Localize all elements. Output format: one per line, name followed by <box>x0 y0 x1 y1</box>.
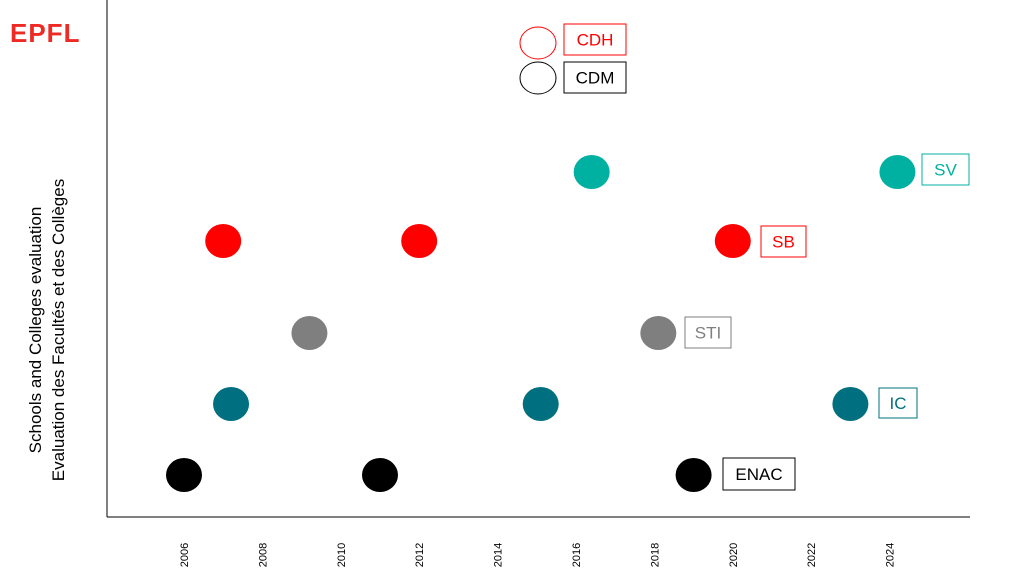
data-point-sb <box>205 224 242 258</box>
data-point-ic <box>213 387 250 421</box>
chart-axes <box>106 0 970 518</box>
series-label-ic: IC <box>890 394 907 413</box>
legend-label-cdh: CDH <box>577 31 614 50</box>
x-tick-label: 2014 <box>493 543 505 567</box>
series-labels: ENAC IC STI SB SV <box>684 153 970 491</box>
data-point-ic <box>522 387 559 421</box>
data-point-sv <box>879 155 916 189</box>
legend-marker-cdm <box>519 61 557 95</box>
series-label-sti: STI <box>695 324 721 343</box>
legend-label-box-cdm <box>563 61 627 94</box>
series-label-box-sb <box>760 225 807 258</box>
x-tick-label: 2008 <box>257 543 269 567</box>
series-label-box-sv <box>921 153 970 186</box>
series-label-box-ic <box>878 387 918 419</box>
x-tick-label: 2022 <box>806 543 818 567</box>
data-point-sv <box>573 155 610 189</box>
data-point-sti <box>640 316 677 350</box>
series-label-sb: SB <box>772 233 795 252</box>
data-point-enac <box>675 458 712 492</box>
data-point-sti <box>291 316 328 350</box>
x-tick-label: 2024 <box>885 543 897 567</box>
y-axis-label-english: Schools and Colleges evaluation <box>26 206 45 454</box>
y-axis-label-french: Evaluation des Facultés et des Collèges <box>49 178 68 482</box>
data-point-enac <box>362 458 398 492</box>
legend-label-box-cdh <box>563 23 627 56</box>
legend: CDH CDM <box>519 23 627 95</box>
legend-marker-cdh <box>519 26 557 60</box>
y-axis-label: Schools and Colleges evaluation Evaluati… <box>24 130 84 530</box>
epfl-logo: EPFL <box>10 22 100 46</box>
svg-text:EPFL: EPFL <box>10 22 80 46</box>
data-point-sb <box>401 224 438 258</box>
x-tick-label: 2012 <box>414 543 426 567</box>
x-tick-labels: 2006 2008 2010 2012 2014 2016 2018 2020 2022 2024 <box>179 543 897 567</box>
x-tick-label: 2006 <box>179 543 191 567</box>
series-label-box-sti <box>684 316 732 349</box>
x-tick-label: 2018 <box>649 543 661 567</box>
series-label-enac: ENAC <box>735 465 782 484</box>
legend-label-cdm: CDM <box>576 69 615 88</box>
data-point-sb <box>714 224 751 258</box>
x-tick-label: 2016 <box>571 543 583 567</box>
series-label-sv: SV <box>934 161 957 180</box>
x-tick-label: 2010 <box>336 543 348 567</box>
data-point-ic <box>832 387 869 421</box>
series-label-box-enac <box>722 457 796 491</box>
data-point-enac <box>166 458 202 492</box>
x-tick-label: 2020 <box>728 543 740 567</box>
data-points <box>166 155 916 492</box>
